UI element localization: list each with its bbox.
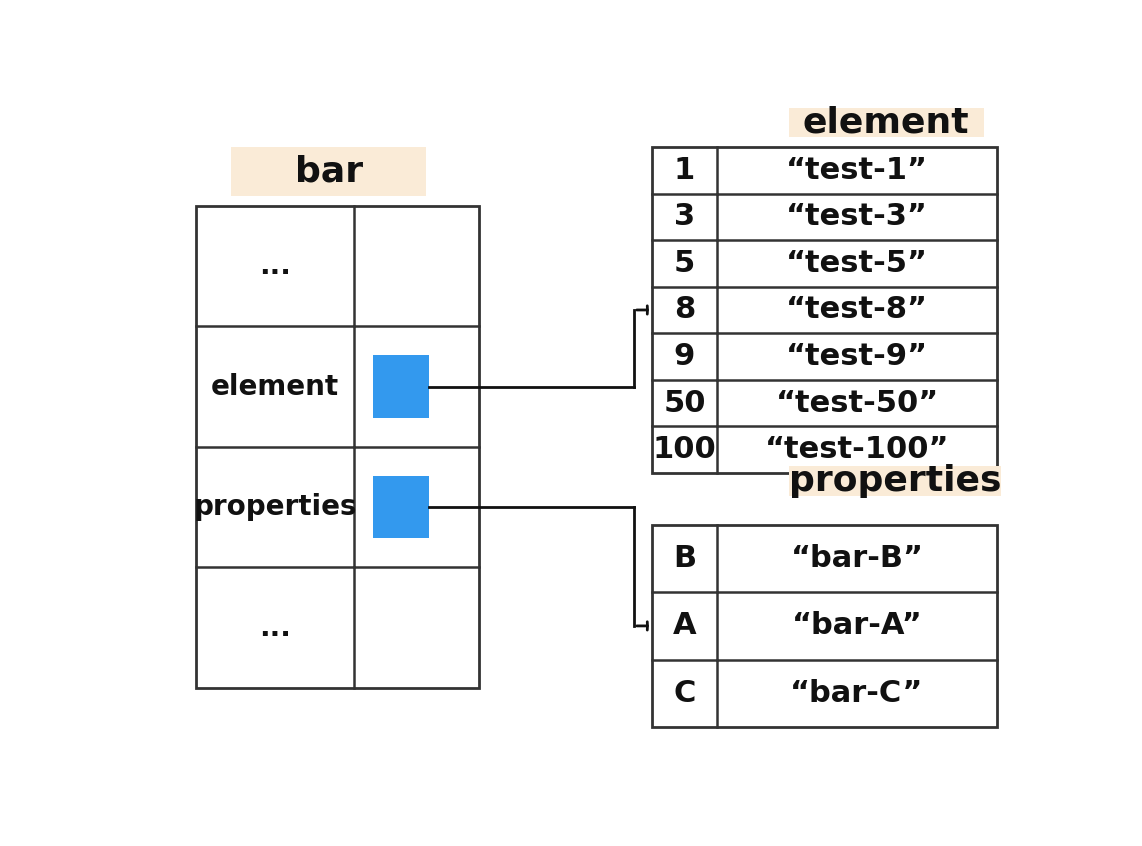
Text: “test-1”: “test-1” xyxy=(786,156,928,185)
Text: properties: properties xyxy=(789,464,1002,498)
Text: “test-100”: “test-100” xyxy=(765,435,949,464)
Bar xyxy=(196,206,480,688)
Text: “test-8”: “test-8” xyxy=(786,295,928,325)
Text: A: A xyxy=(673,612,697,640)
Bar xyxy=(789,108,983,137)
Text: 3: 3 xyxy=(674,202,695,232)
Text: 8: 8 xyxy=(674,295,695,325)
Bar xyxy=(373,475,429,538)
Text: 1: 1 xyxy=(674,156,695,185)
Bar xyxy=(231,147,426,196)
Text: 9: 9 xyxy=(674,342,695,371)
Text: “bar-C”: “bar-C” xyxy=(790,678,924,708)
Text: “test-5”: “test-5” xyxy=(786,249,928,278)
Bar xyxy=(789,466,1002,496)
Text: 50: 50 xyxy=(664,388,706,418)
Text: B: B xyxy=(673,544,695,573)
Text: C: C xyxy=(674,678,695,708)
Text: “test-3”: “test-3” xyxy=(786,202,928,232)
Bar xyxy=(652,525,997,727)
Bar xyxy=(373,355,429,418)
Text: 100: 100 xyxy=(652,435,716,464)
Text: ...: ... xyxy=(259,252,291,280)
Text: element: element xyxy=(211,372,339,400)
Text: “test-9”: “test-9” xyxy=(786,342,928,371)
Text: “bar-A”: “bar-A” xyxy=(791,612,923,640)
Text: bar: bar xyxy=(295,155,363,189)
Text: properties: properties xyxy=(193,493,357,521)
Bar xyxy=(652,147,997,473)
Text: “bar-B”: “bar-B” xyxy=(790,544,924,573)
Text: “test-50”: “test-50” xyxy=(775,388,939,418)
Text: 5: 5 xyxy=(674,249,695,278)
Text: ...: ... xyxy=(259,613,291,641)
Text: element: element xyxy=(803,106,970,140)
